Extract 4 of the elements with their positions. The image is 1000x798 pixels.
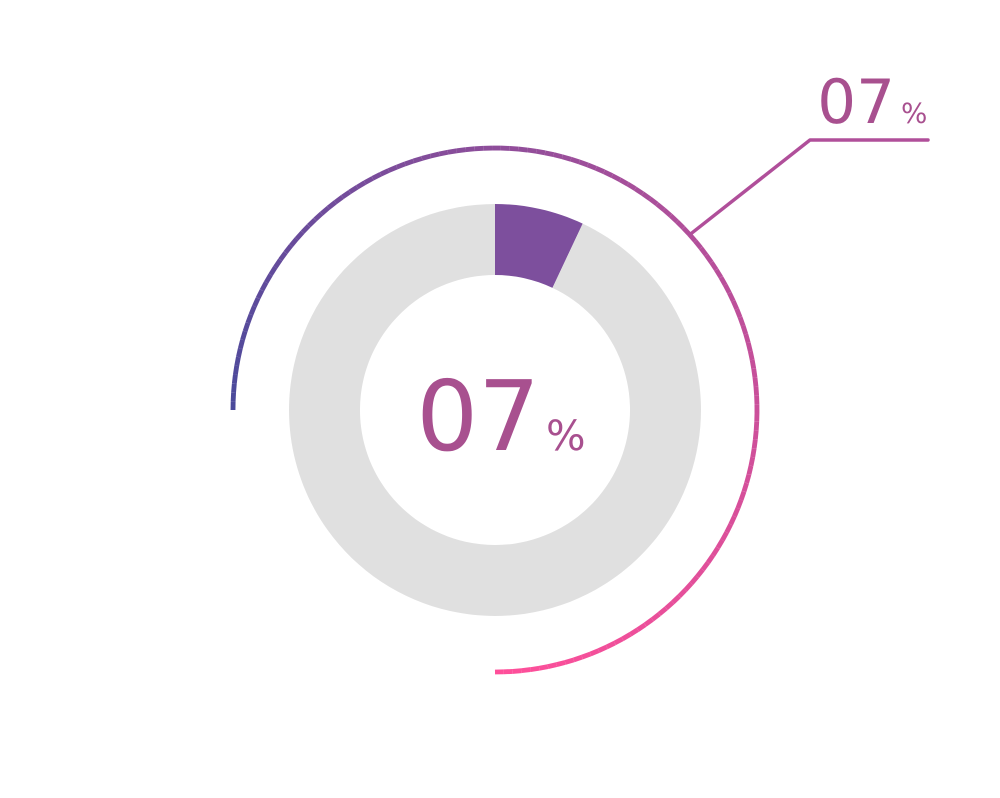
text: 07 % xyxy=(821,78,926,124)
donut-slice xyxy=(495,204,583,288)
text: 07 % xyxy=(422,378,584,452)
donut-slice xyxy=(289,204,701,616)
